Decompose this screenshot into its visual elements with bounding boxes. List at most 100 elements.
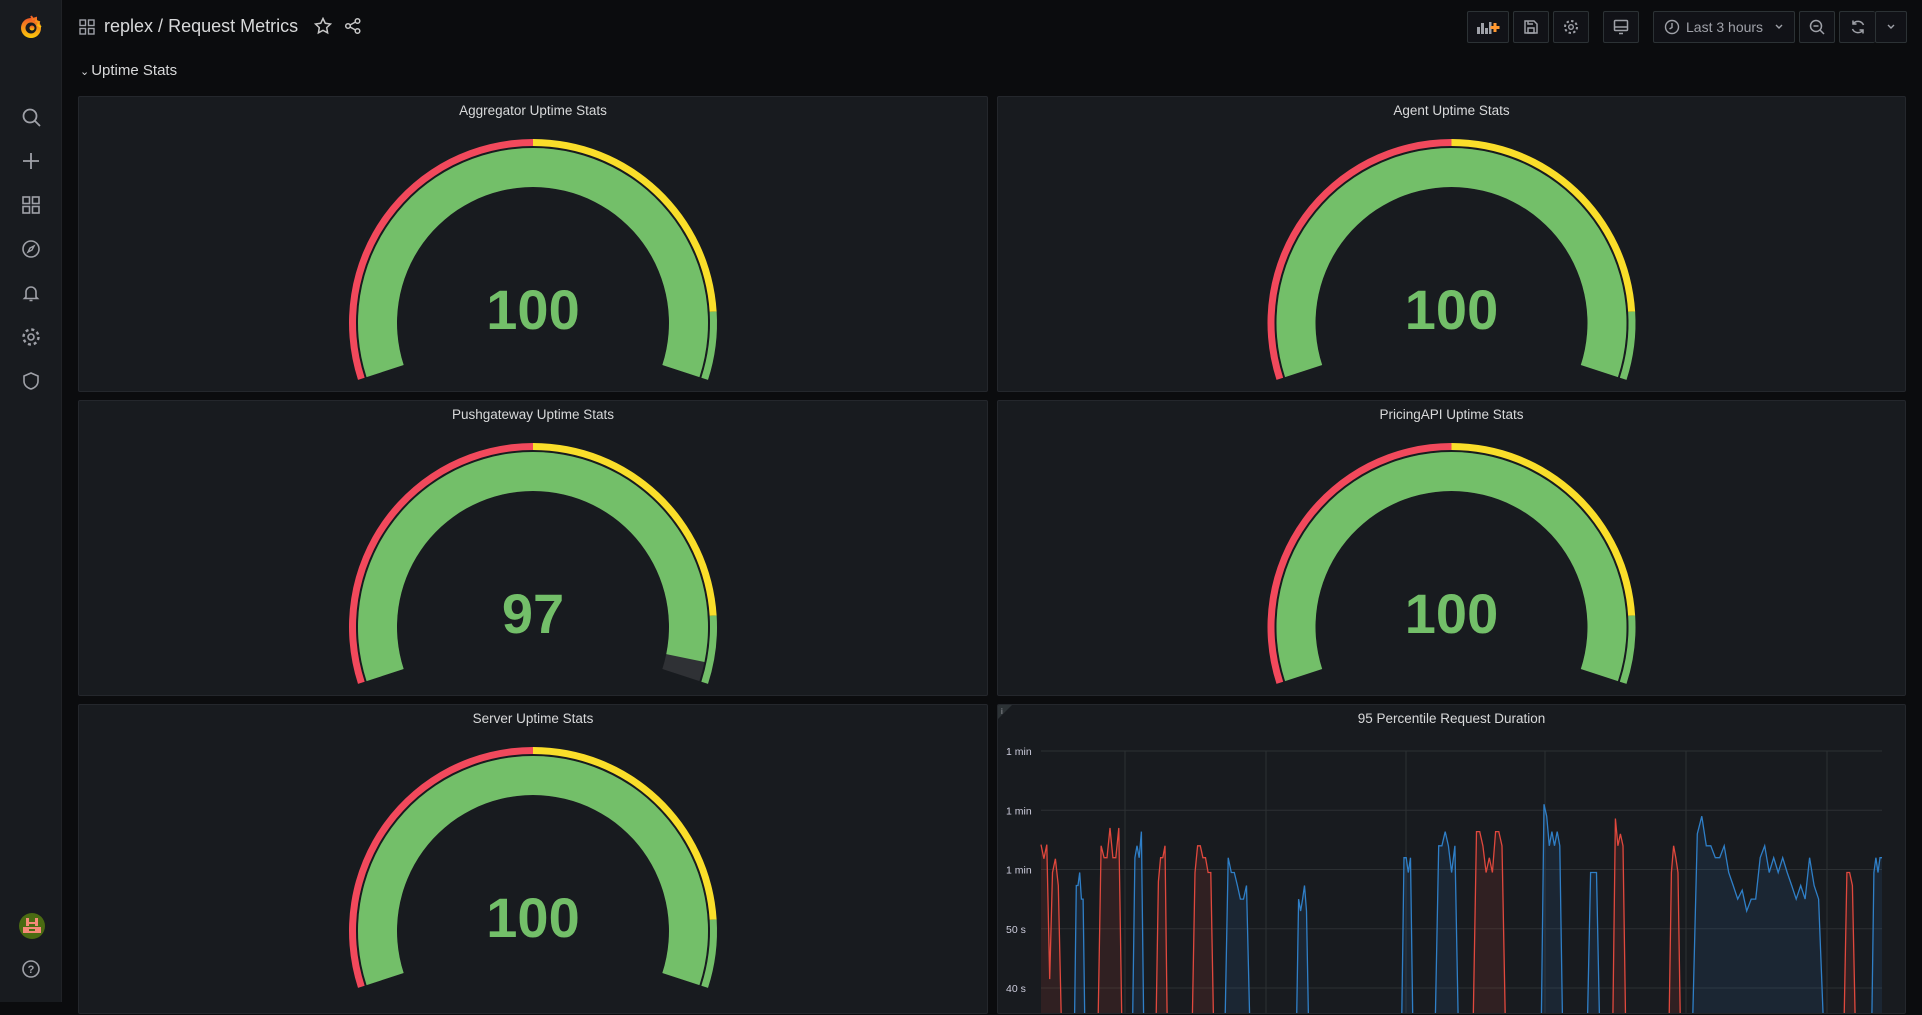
gauge-value-fill	[358, 755, 708, 986]
threshold-band-green	[1619, 615, 1636, 684]
series-b-line	[1871, 857, 1882, 1013]
threshold-band-green	[1619, 311, 1636, 380]
gauge-value: 100	[486, 278, 580, 341]
series-a-area	[1098, 828, 1122, 1013]
time-series-chart[interactable]: 1 min 1 min 1 min 50 s 40 s	[998, 705, 1906, 1014]
add-panel-button[interactable]	[1467, 11, 1509, 43]
gauge-value: 100	[1404, 582, 1499, 645]
user-avatar[interactable]	[19, 913, 45, 939]
cycle-view-mode-button[interactable]	[1603, 11, 1639, 43]
series-b-line	[1073, 872, 1086, 1013]
series-b-area	[1225, 857, 1250, 1013]
gear-icon	[1564, 20, 1578, 34]
series-a-area	[1669, 845, 1681, 1013]
series-b-line	[1434, 831, 1459, 1013]
time-range-picker[interactable]: Last 3 hours	[1653, 11, 1795, 43]
dashboard-grid-icon	[79, 19, 95, 40]
gauge-value-fill	[358, 451, 708, 682]
gauge-value: 100	[486, 886, 580, 949]
chevron-down-icon	[1887, 24, 1895, 29]
panel-title: Server Uptime Stats	[472, 711, 594, 726]
gauge-panel-pricingapi: PricingAPI Uptime Stats 100	[997, 400, 1906, 696]
refresh-interval-dropdown[interactable]	[1875, 11, 1907, 43]
row-collapse-chevron-icon: ⌄	[80, 66, 90, 78]
share-icon[interactable]	[344, 17, 362, 40]
threshold-band-green	[701, 311, 717, 380]
svg-text:?: ?	[28, 964, 35, 976]
grafana-logo-icon[interactable]	[17, 14, 45, 42]
series-a-line	[1668, 845, 1681, 1013]
help-icon[interactable]: ?	[19, 957, 43, 981]
series-a-line	[1843, 871, 1856, 1013]
zoom-out-icon	[1809, 19, 1825, 35]
series-a-line	[1040, 844, 1062, 1013]
series-b-line	[1401, 857, 1414, 1013]
y-tick-label: 1 min	[1006, 865, 1032, 877]
series-a-line	[1612, 818, 1627, 1013]
series-a-line	[1155, 845, 1168, 1013]
add-panel-icon	[1477, 22, 1500, 34]
chevron-down-icon	[1774, 19, 1784, 35]
gauge	[349, 443, 717, 684]
alerting-bell-icon[interactable]	[19, 281, 43, 305]
panel-title: PricingAPI Uptime Stats	[1379, 407, 1524, 422]
gauge-value: 100	[1404, 278, 1499, 341]
dashboard-settings-button[interactable]	[1553, 11, 1589, 43]
breadcrumb-folder[interactable]: replex	[104, 16, 154, 36]
series-a-line	[1097, 827, 1123, 1013]
gauge-panel-agent: Agent Uptime Stats 100	[997, 96, 1906, 392]
series-b-line	[1586, 871, 1601, 1013]
gauge-value-fill	[1276, 451, 1627, 682]
gauge-value-fill	[1276, 147, 1627, 378]
panel-info-corner-icon[interactable]: i	[998, 705, 1012, 719]
page-title[interactable]: Request Metrics	[168, 16, 299, 36]
zoom-out-button[interactable]	[1799, 11, 1835, 43]
series-a-area	[1612, 818, 1626, 1013]
threshold-band-green	[701, 919, 717, 988]
gauge-value: 97	[501, 582, 565, 645]
save-dashboard-button[interactable]	[1513, 11, 1549, 43]
series-b-area	[1435, 831, 1459, 1013]
panel-title: 95 Percentile Request Duration	[1357, 711, 1546, 726]
server-admin-shield-icon[interactable]	[19, 369, 43, 393]
series-b-line	[1692, 816, 1824, 1013]
breadcrumb: replex / Request Metrics	[104, 16, 298, 37]
sidebar: ?	[0, 0, 62, 1002]
series-b-area	[1296, 885, 1309, 1013]
y-tick-label: 40 s	[1006, 983, 1026, 995]
dashboard-navbar: replex / Request Metrics Last 3 hours	[62, 0, 1922, 56]
graph-panel-request-duration: i 95 Percentile Request Duration 1 min 1 …	[997, 704, 1906, 1014]
breadcrumb-separator: /	[158, 16, 164, 36]
row-header-uptime-stats[interactable]: ⌄ Uptime Stats	[80, 62, 177, 79]
star-icon[interactable]	[313, 16, 333, 40]
series-a-area	[1192, 845, 1214, 1013]
panel-title: Pushgateway Uptime Stats	[451, 407, 615, 422]
monitor-icon	[1613, 19, 1629, 35]
series-b-line	[1540, 804, 1564, 1013]
plus-icon[interactable]	[19, 149, 43, 173]
dashboards-icon[interactable]	[19, 193, 43, 217]
series-a-area	[1473, 831, 1506, 1013]
gauge	[1267, 139, 1636, 380]
refresh-icon	[1851, 20, 1864, 34]
refresh-button[interactable]	[1839, 11, 1875, 43]
y-tick-label: 1 min	[1006, 805, 1032, 817]
series-b-area	[1401, 857, 1413, 1013]
series-a-line	[1472, 830, 1506, 1013]
gauge	[349, 747, 717, 988]
series-b-area	[1871, 857, 1882, 1013]
save-icon	[1524, 20, 1538, 34]
svg-text:i: i	[1001, 707, 1003, 716]
gauge-panel-server: Server Uptime Stats 100	[78, 704, 988, 1014]
gauge-panel-pushgateway: Pushgateway Uptime Stats 97	[78, 400, 988, 696]
gauge	[1267, 443, 1636, 684]
clock-icon	[1664, 19, 1680, 35]
configuration-gear-icon[interactable]	[19, 325, 43, 349]
row-title: Uptime Stats	[91, 62, 178, 79]
gauge-value-fill	[358, 147, 708, 378]
panel-title: Aggregator Uptime Stats	[459, 103, 607, 118]
explore-compass-icon[interactable]	[19, 237, 43, 261]
series-b-area	[1587, 872, 1600, 1013]
y-tick-label: 1 min	[1006, 746, 1032, 758]
search-icon[interactable]	[19, 105, 43, 129]
